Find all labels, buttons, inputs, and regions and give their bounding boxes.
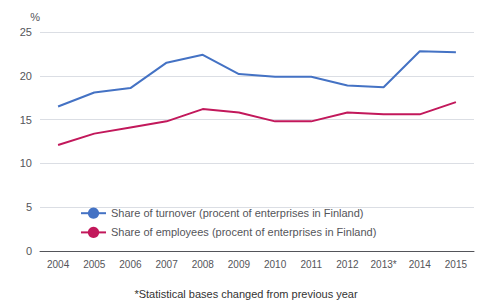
svg-text:20: 20 [20,70,32,82]
svg-text:2007: 2007 [155,259,178,270]
svg-text:0: 0 [26,245,32,257]
svg-text:2008: 2008 [192,259,215,270]
svg-text:2011: 2011 [300,259,322,270]
svg-text:%: % [30,11,40,23]
svg-text:2005: 2005 [83,259,106,270]
svg-text:2004: 2004 [47,259,70,270]
svg-text:Share of employees (procent of: Share of employees (procent of enterpris… [111,226,376,238]
svg-text:2015: 2015 [445,259,468,270]
svg-text:25: 25 [20,26,32,38]
svg-text:10: 10 [20,157,32,169]
svg-text:5: 5 [26,201,32,213]
svg-text:2009: 2009 [228,259,251,270]
svg-text:2014: 2014 [409,259,432,270]
svg-text:2012: 2012 [336,259,359,270]
svg-text:Share of turnover (procent of: Share of turnover (procent of enterprise… [111,207,364,219]
svg-text:15: 15 [20,114,32,126]
svg-text:2010: 2010 [264,259,287,270]
svg-text:2006: 2006 [119,259,142,270]
svg-text:2013*: 2013* [371,259,397,270]
svg-text:*Statistical bases changed fro: *Statistical bases changed from previous… [134,288,358,300]
